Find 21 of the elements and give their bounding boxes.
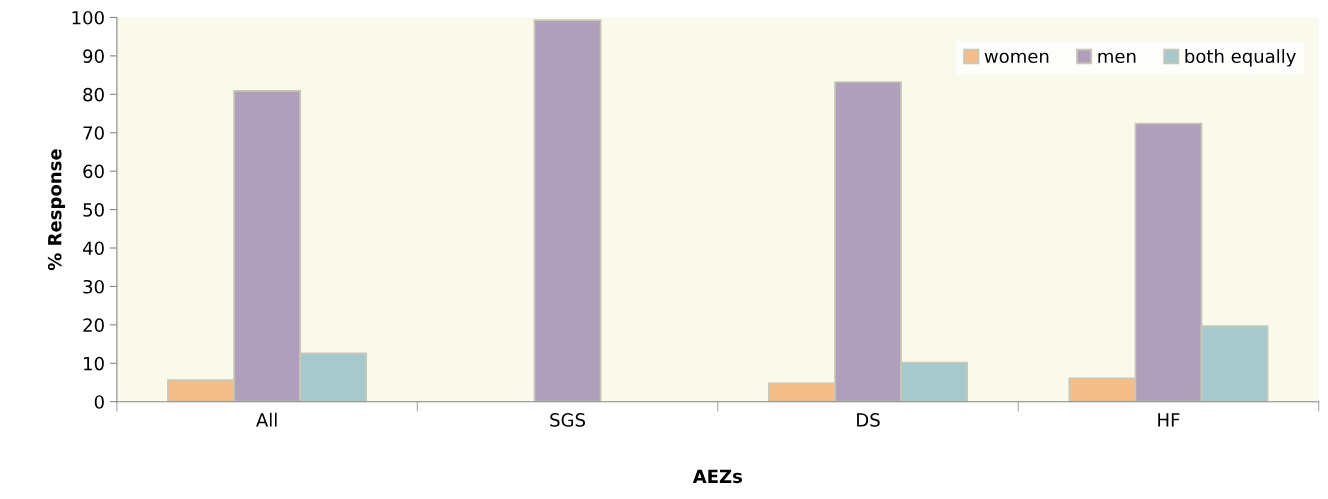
y-tick-label: 60 <box>83 164 104 179</box>
y-axis-title: % Response <box>47 149 66 271</box>
legend-label: men <box>1098 52 1136 64</box>
y-tick-label: 50 <box>83 203 104 217</box>
y-tick-label: 70 <box>83 126 104 140</box>
x-tick-label: HF <box>1158 413 1180 427</box>
x-tick-label: DS <box>857 413 880 427</box>
legend-label: women <box>984 52 1049 64</box>
x-tick-label: All <box>256 412 277 427</box>
x-axis-title: AEZs <box>692 469 742 484</box>
y-tick-label: 30 <box>83 279 104 294</box>
y-tick-label: 90 <box>83 49 104 63</box>
y-tick-label: 100 <box>72 10 104 25</box>
y-tick-label: 80 <box>83 87 104 102</box>
x-tick-label: SGS <box>550 413 585 427</box>
y-tick-label: 0 <box>94 395 104 409</box>
y-tick-label: 40 <box>82 241 104 256</box>
y-tick-label: 10 <box>84 356 104 371</box>
bar <box>533 19 602 402</box>
y-tick-label: 20 <box>83 318 104 332</box>
legend-label: both equally <box>1185 49 1296 67</box>
